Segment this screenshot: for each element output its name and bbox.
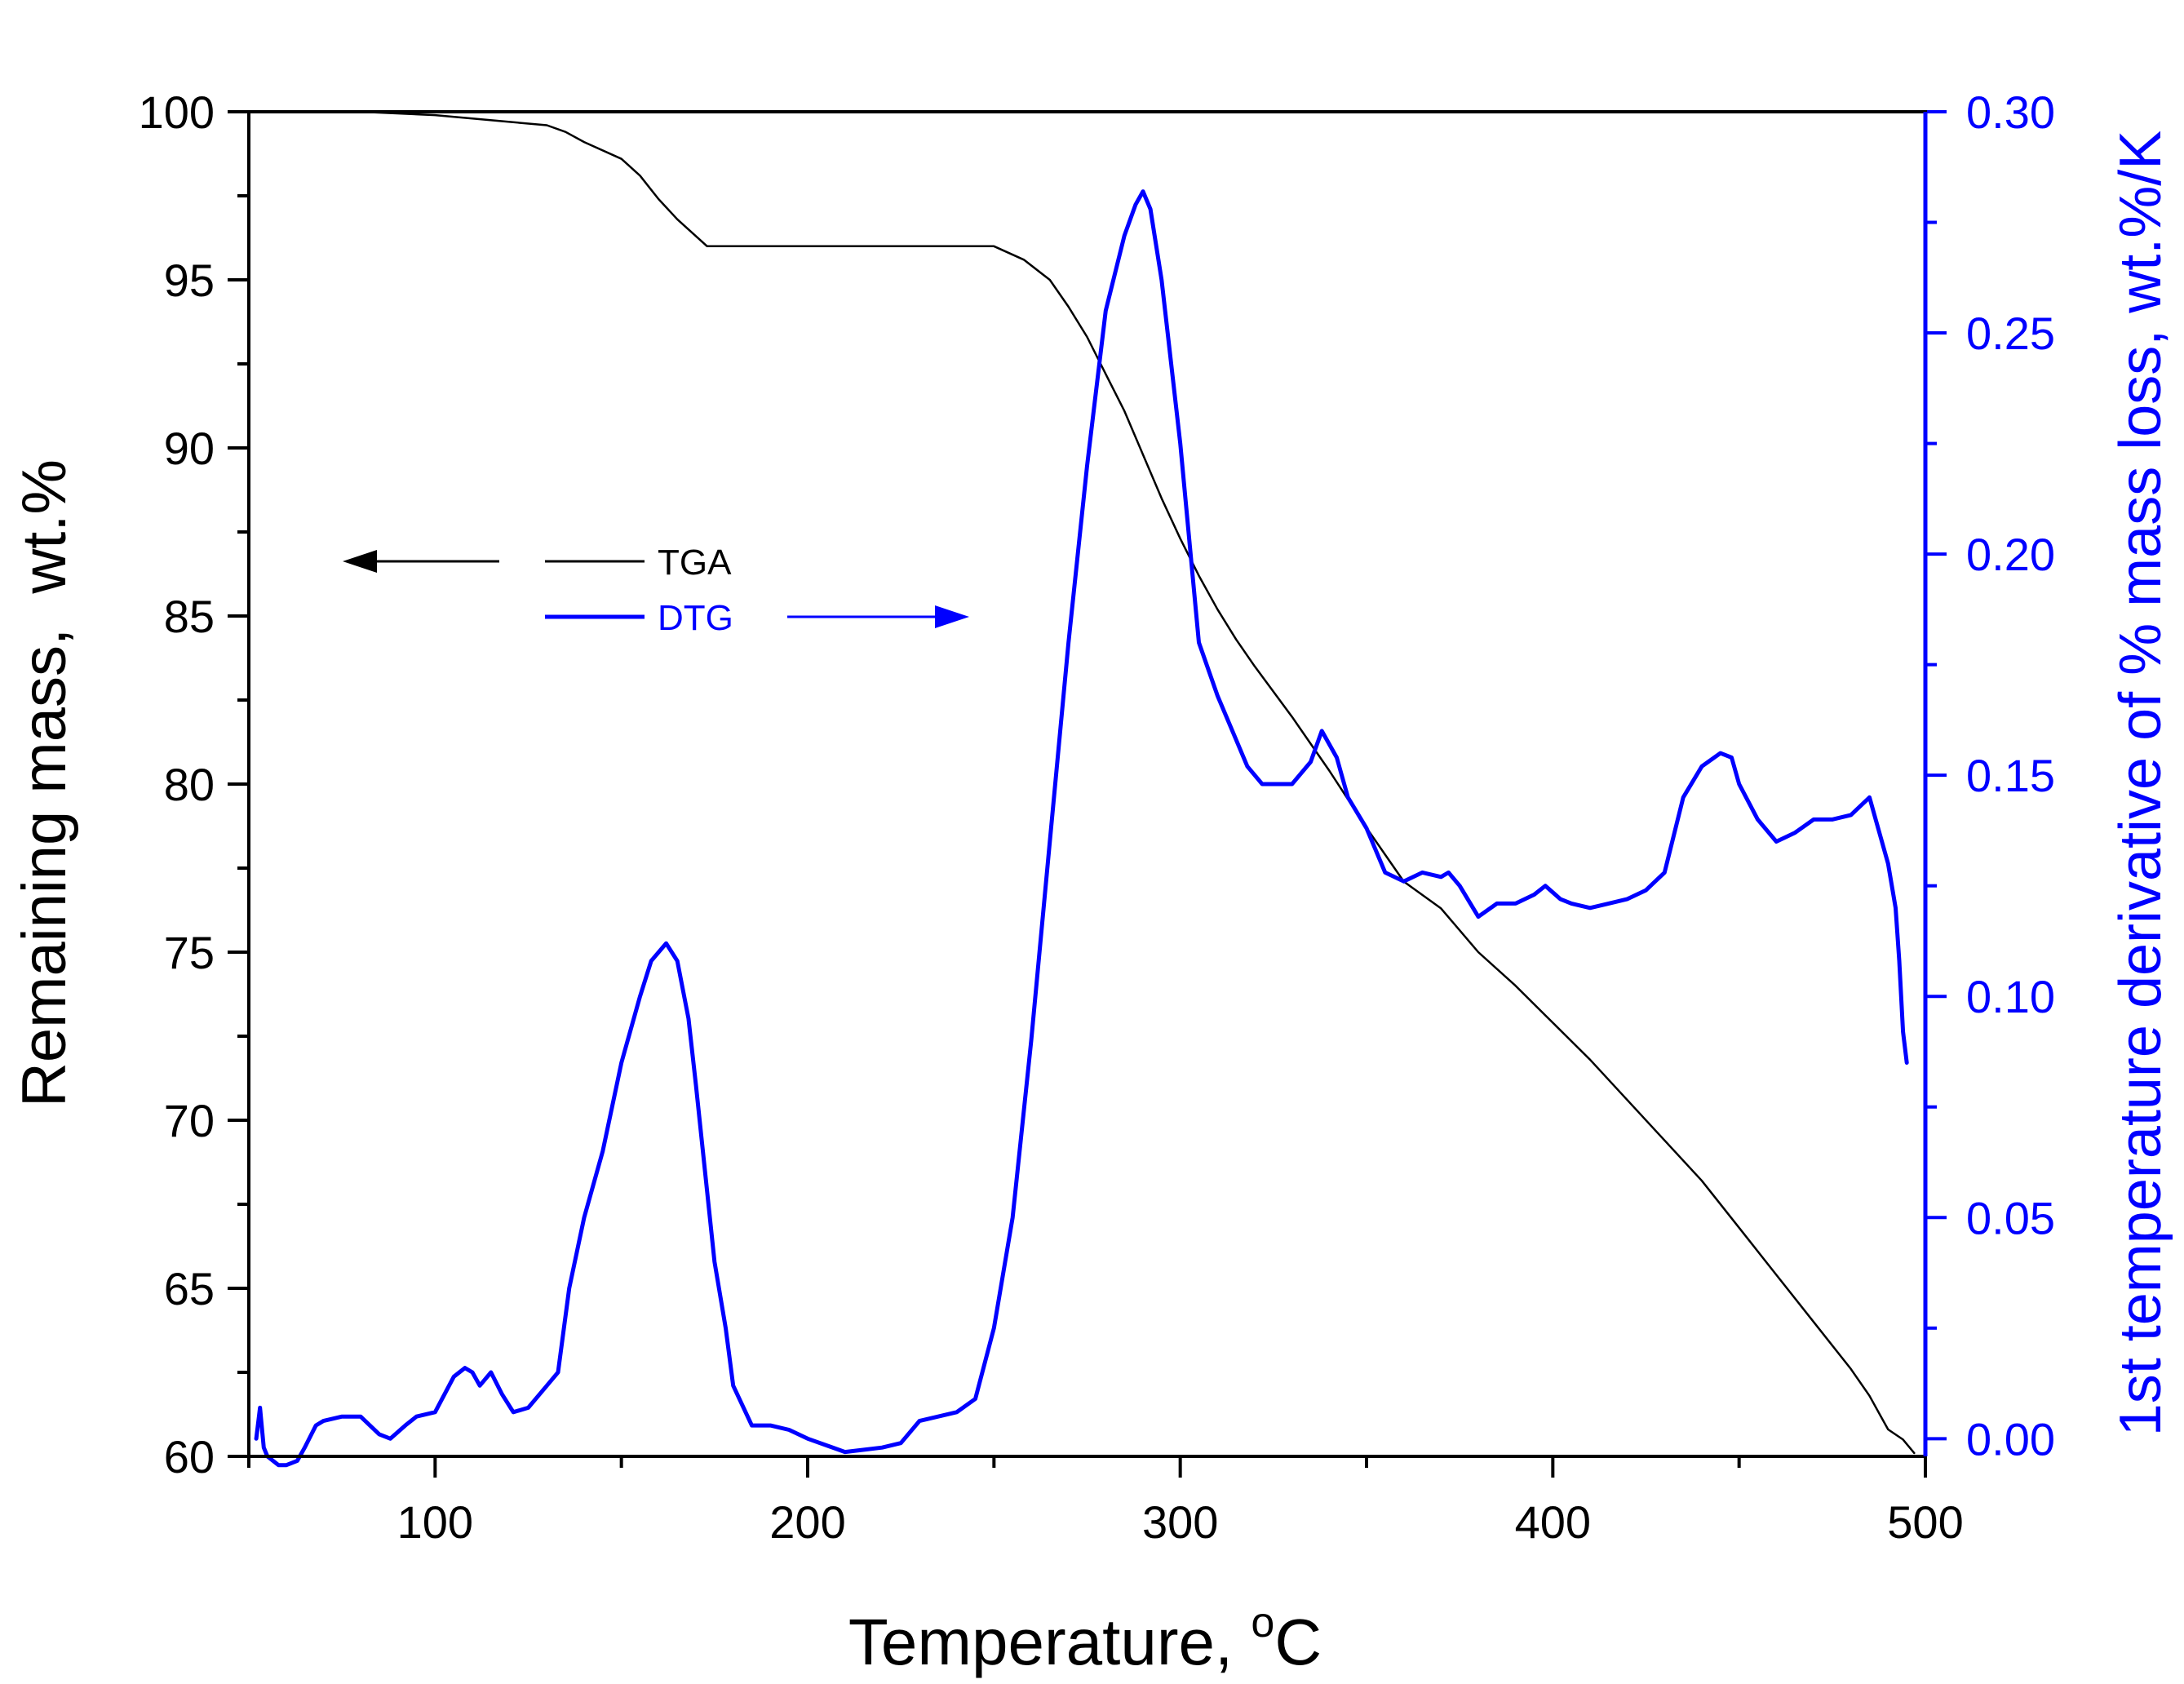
y2-tick-label: 0.05: [1966, 1192, 2055, 1243]
x-tick-label: 400: [1515, 1496, 1591, 1548]
x-axis-title-main: Temperature,: [848, 1606, 1251, 1678]
y2-tick-label: 0.10: [1966, 971, 2055, 1022]
y-tick-label: 85: [164, 591, 215, 642]
y-tick-label: 100: [139, 86, 215, 138]
x-tick-label: 300: [1142, 1496, 1218, 1548]
plot-frame: [247, 110, 1927, 1458]
y-axis-title: Remaining mass, wt.%: [10, 459, 79, 1107]
y2-tick-label: 0.25: [1966, 308, 2055, 359]
y2-tick-label: 0.00: [1966, 1413, 2055, 1465]
legend-tga-arrowhead: [343, 550, 377, 573]
y2-tick-label: 0.30: [1966, 86, 2055, 138]
y-tick-label: 60: [164, 1431, 215, 1482]
series-line-tga: [247, 110, 1916, 1455]
legend-dtg-arrowhead: [935, 605, 969, 628]
x-tick-label: 200: [769, 1496, 845, 1548]
series-line-dtg: [254, 189, 1909, 1468]
y2-tick-label: 0.15: [1966, 750, 2055, 801]
y-tick-label: 90: [164, 423, 215, 474]
y-tick-label: 80: [164, 759, 215, 810]
x-axis-title: Temperature, oC: [848, 1599, 1322, 1678]
x-tick-label: 100: [397, 1496, 473, 1548]
x-axis-title-sup: o: [1251, 1599, 1274, 1646]
y-tick-label: 75: [164, 927, 215, 978]
x-axis-title-unit: C: [1274, 1606, 1322, 1678]
y-tick-label: 95: [164, 255, 215, 306]
legend-dtg-label: DTG: [658, 598, 733, 638]
y2-tick-label: 0.20: [1966, 529, 2055, 580]
legend-tga-label: TGA: [658, 543, 732, 583]
y-tick-label: 70: [164, 1095, 215, 1146]
series-layer: [247, 110, 1916, 1468]
y-tick-label: 65: [164, 1263, 215, 1314]
legend: TGA DTG: [343, 543, 969, 638]
x-tick-label: 500: [1887, 1496, 1963, 1548]
y2-axis-title: 1st temperature derivative of % mass los…: [2108, 131, 2173, 1437]
ticks-layer: 100 200 300 400 500 60 65 70 75 80 85 90 95 100 0.00 0.…: [139, 86, 2055, 1548]
